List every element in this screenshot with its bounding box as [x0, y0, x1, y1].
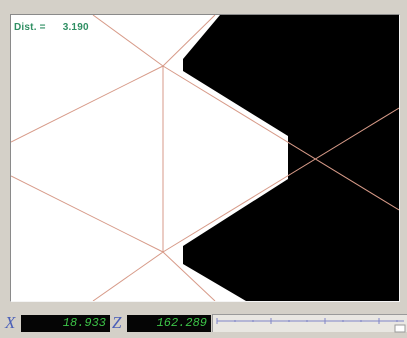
- ruler-scale: [216, 318, 406, 333]
- position-ruler[interactable]: [212, 314, 407, 333]
- ruler-marker[interactable]: [394, 324, 406, 333]
- reticle-lines: [11, 15, 399, 301]
- x-coordinate-display: 18.933: [21, 315, 110, 332]
- ruler-ticks: [216, 318, 404, 324]
- camera-image: [11, 15, 399, 301]
- z-coordinate-value: 162.289: [156, 316, 207, 330]
- image-frame[interactable]: [10, 14, 400, 302]
- x-coordinate-value: 18.933: [62, 316, 106, 330]
- camera-viewport: Dist. = 3.190: [10, 14, 400, 302]
- tool-shadow: [183, 15, 399, 301]
- z-coordinate-display: 162.289: [127, 315, 211, 332]
- distance-measurement: Dist. = 3.190: [14, 22, 89, 33]
- coordinate-statusbar: X 18.933 Z 162.289: [0, 313, 407, 333]
- distance-label: Dist. =: [14, 22, 46, 33]
- x-axis-label: X: [5, 313, 16, 332]
- z-axis-label: Z: [112, 313, 122, 332]
- distance-value: 3.190: [62, 22, 89, 33]
